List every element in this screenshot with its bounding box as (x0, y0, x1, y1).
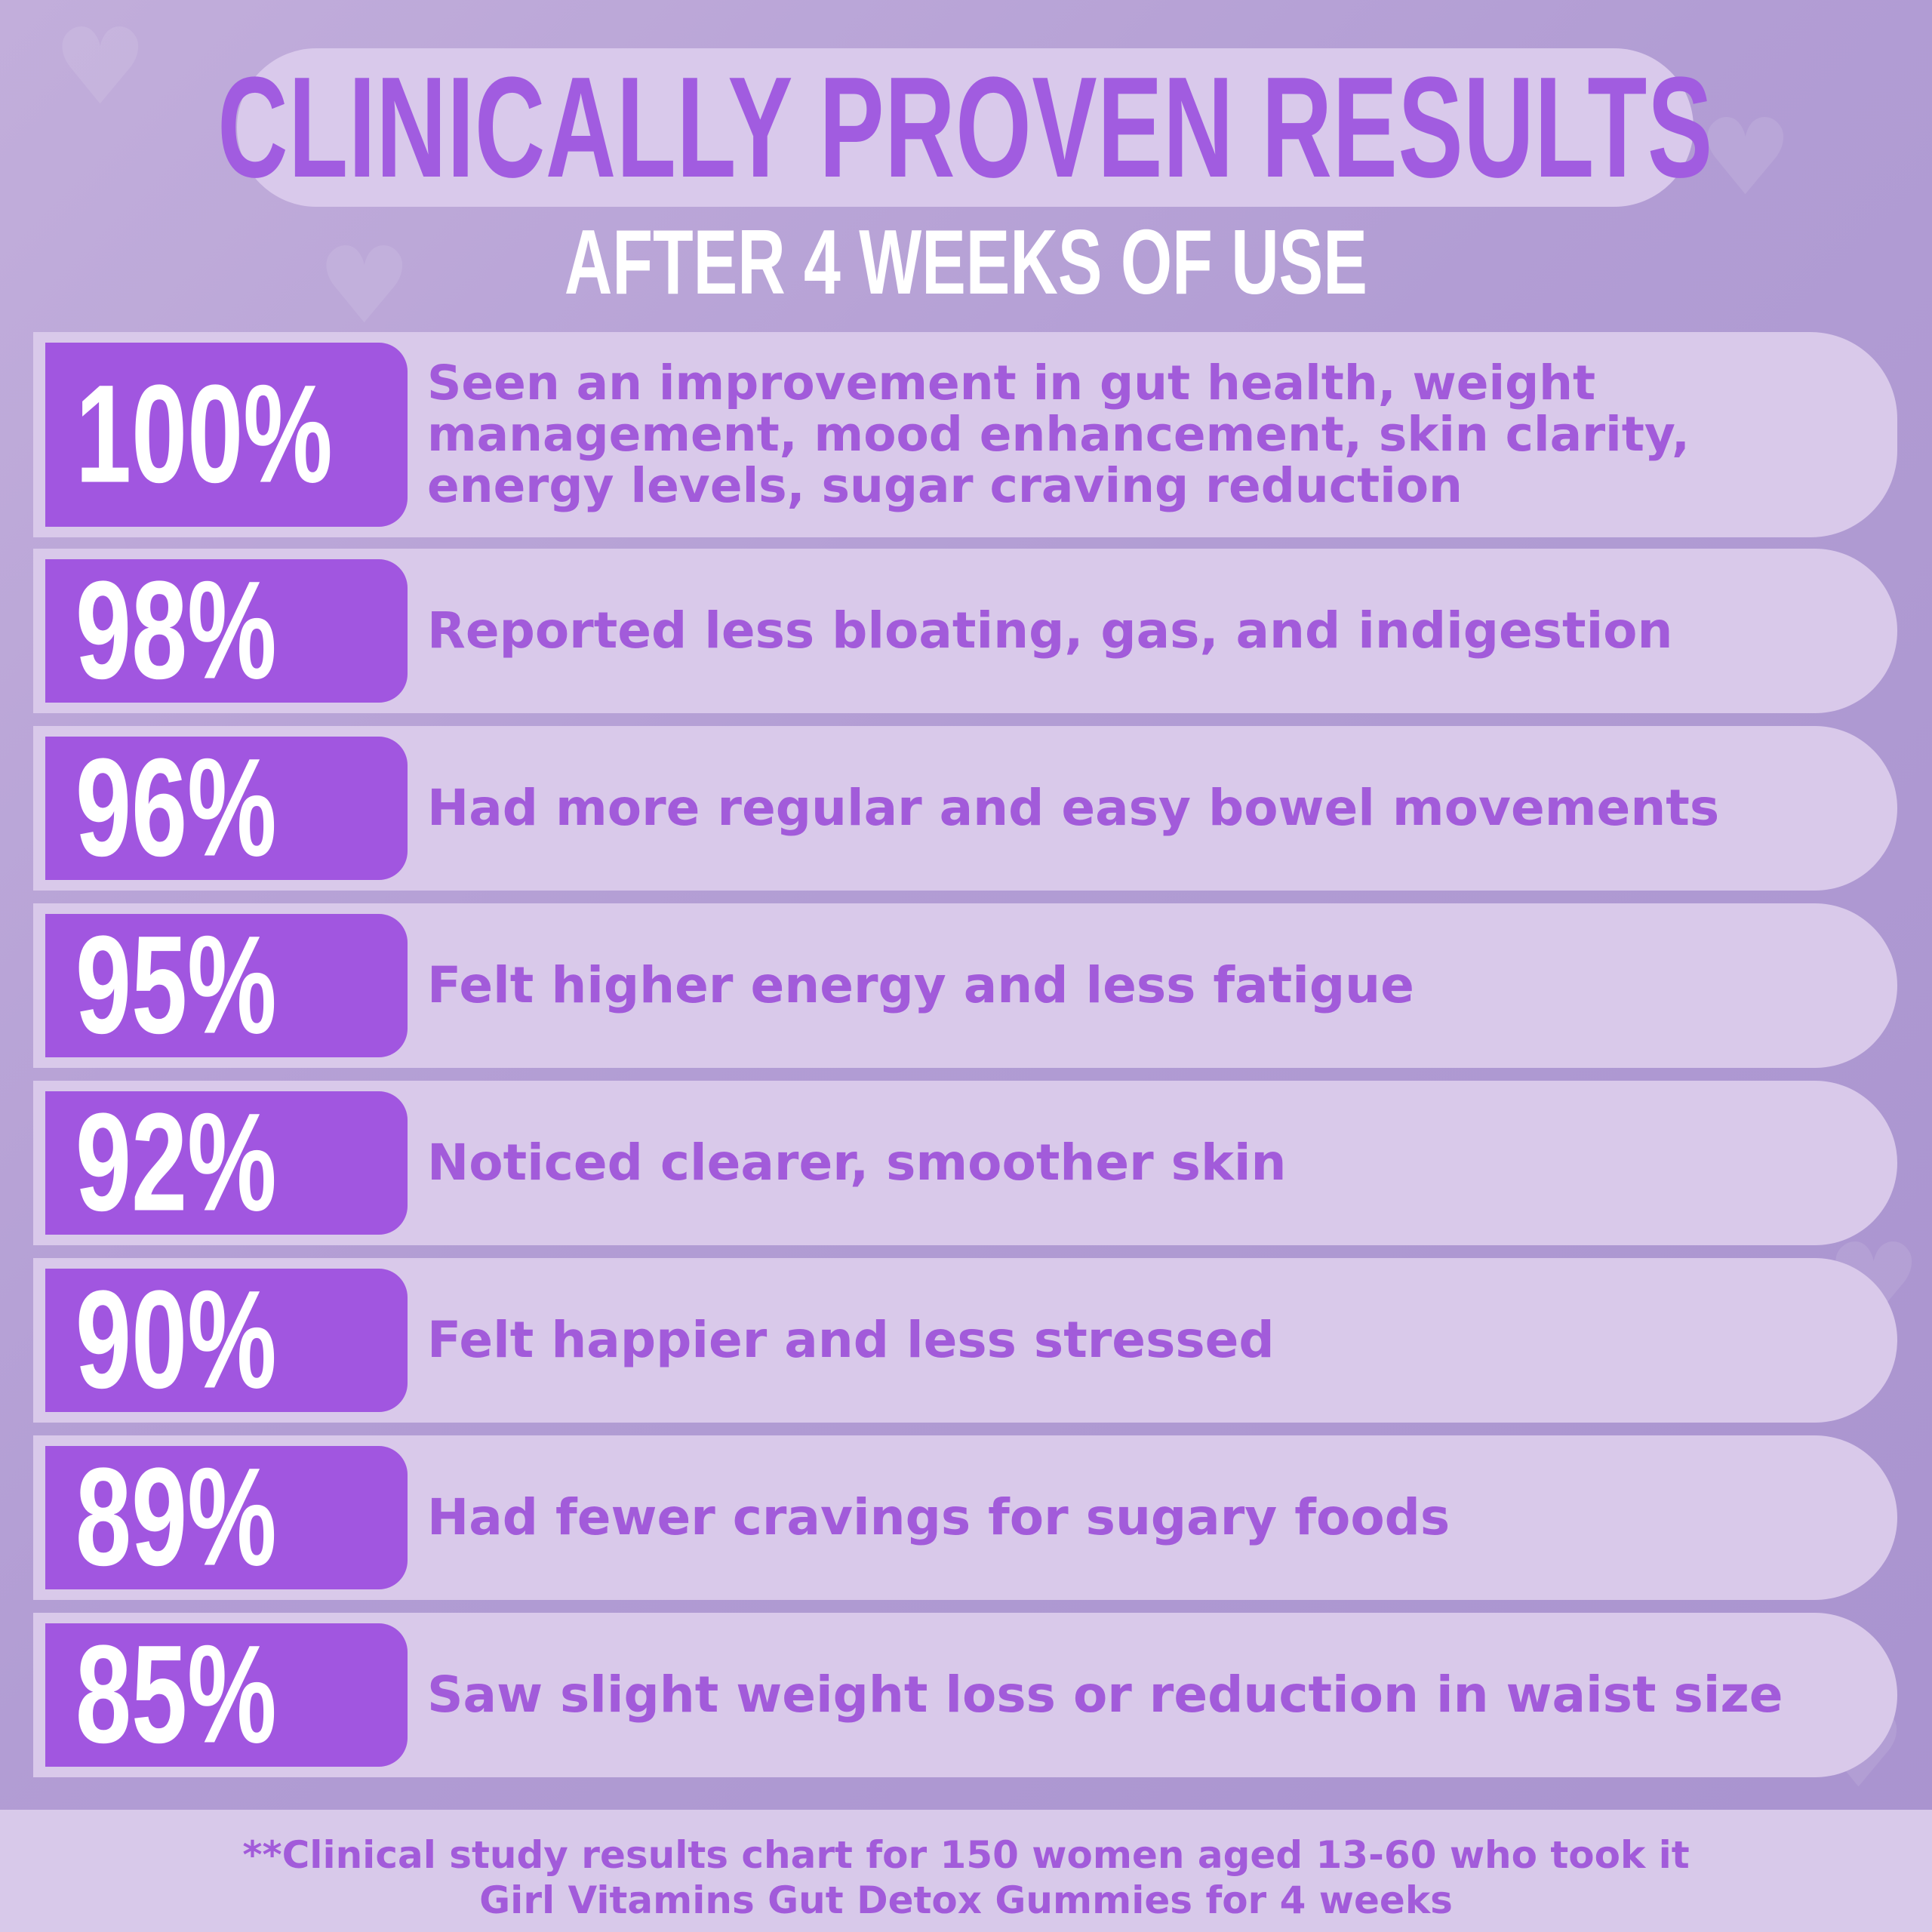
result-description-line: Seen an improvement in gut health, weigh… (427, 355, 1596, 411)
percent-badge: 100% (45, 343, 408, 527)
result-description-line: Saw slight weight loss or reduction in w… (427, 1666, 1783, 1724)
result-description: Noticed clearer, smoother skin (427, 1137, 1822, 1189)
title-banner: CLINICALLY PROVEN RESULTS (217, 48, 1712, 208)
heart-icon: ♥ (317, 225, 412, 348)
percent-badge: 85% (45, 1623, 408, 1767)
percent-badge: 96% (45, 737, 408, 880)
result-description-line: energy levels, sugar craving reduction (427, 458, 1463, 513)
result-row: 96% Had more regular and easy bowel movem… (33, 726, 1897, 891)
result-description: Had fewer cravings for sugary foods (427, 1491, 1822, 1544)
result-description-line: Had more regular and easy bowel movement… (427, 779, 1720, 837)
heart-icon: ♥ (53, 6, 148, 129)
percent-badge: 89% (45, 1446, 408, 1589)
percent-badge: 92% (45, 1091, 408, 1235)
percent-value: 95% (75, 914, 277, 1057)
heart-icon: ♥ (1698, 97, 1793, 220)
result-description-line: Noticed clearer, smoother skin (427, 1134, 1287, 1192)
result-row: 92% Noticed clearer, smoother skin (33, 1081, 1897, 1245)
result-description: Had more regular and easy bowel movement… (427, 782, 1822, 835)
result-description-line: Had fewer cravings for sugary foods (427, 1488, 1451, 1546)
result-row: 100% Seen an improvement in gut health, w… (33, 332, 1897, 537)
result-row: 90% Felt happier and less stressed (33, 1258, 1897, 1423)
percent-value: 85% (75, 1623, 277, 1767)
percent-value: 100% (75, 356, 333, 512)
percent-value: 89% (75, 1446, 277, 1589)
footer-line-1: **Clinical study results chart for 150 w… (242, 1833, 1690, 1877)
result-description-line: Reported less bloating, gas, and indiges… (427, 601, 1673, 660)
percent-value: 90% (75, 1269, 277, 1412)
result-row: 89% Had fewer cravings for sugary foods (33, 1435, 1897, 1600)
page-subtitle: AFTER 4 WEEKS OF USE (0, 213, 1932, 311)
percent-value: 98% (75, 559, 277, 703)
page-title: CLINICALLY PROVEN RESULTS (217, 48, 1713, 208)
result-description-line: management, mood enhancement, skin clari… (427, 407, 1690, 462)
result-description: Felt higher energy and less fatigue (427, 959, 1822, 1012)
percent-badge: 95% (45, 914, 408, 1057)
result-row: 95% Felt higher energy and less fatigue (33, 903, 1897, 1068)
result-description: Saw slight weight loss or reduction in w… (427, 1669, 1822, 1721)
result-description-line: Felt happier and less stressed (427, 1311, 1275, 1369)
percent-badge: 98% (45, 559, 408, 703)
result-description-line: Felt higher energy and less fatigue (427, 956, 1414, 1014)
result-description: Felt happier and less stressed (427, 1314, 1822, 1367)
percent-value: 92% (75, 1091, 277, 1235)
percent-badge: 90% (45, 1269, 408, 1412)
footer-line-2: Girl Vitamins Gut Detox Gummies for 4 we… (479, 1878, 1453, 1922)
subtitle-text: AFTER 4 WEEKS OF USE (565, 211, 1367, 313)
result-row: 98% Reported less bloating, gas, and indi… (33, 549, 1897, 713)
footer-disclaimer: **Clinical study results chart for 150 w… (0, 1810, 1932, 1932)
result-description: Seen an improvement in gut health, weigh… (427, 358, 1822, 512)
percent-value: 96% (75, 737, 277, 880)
result-row: 85% Saw slight weight loss or reduction i… (33, 1613, 1897, 1777)
result-description: Reported less bloating, gas, and indiges… (427, 605, 1822, 657)
